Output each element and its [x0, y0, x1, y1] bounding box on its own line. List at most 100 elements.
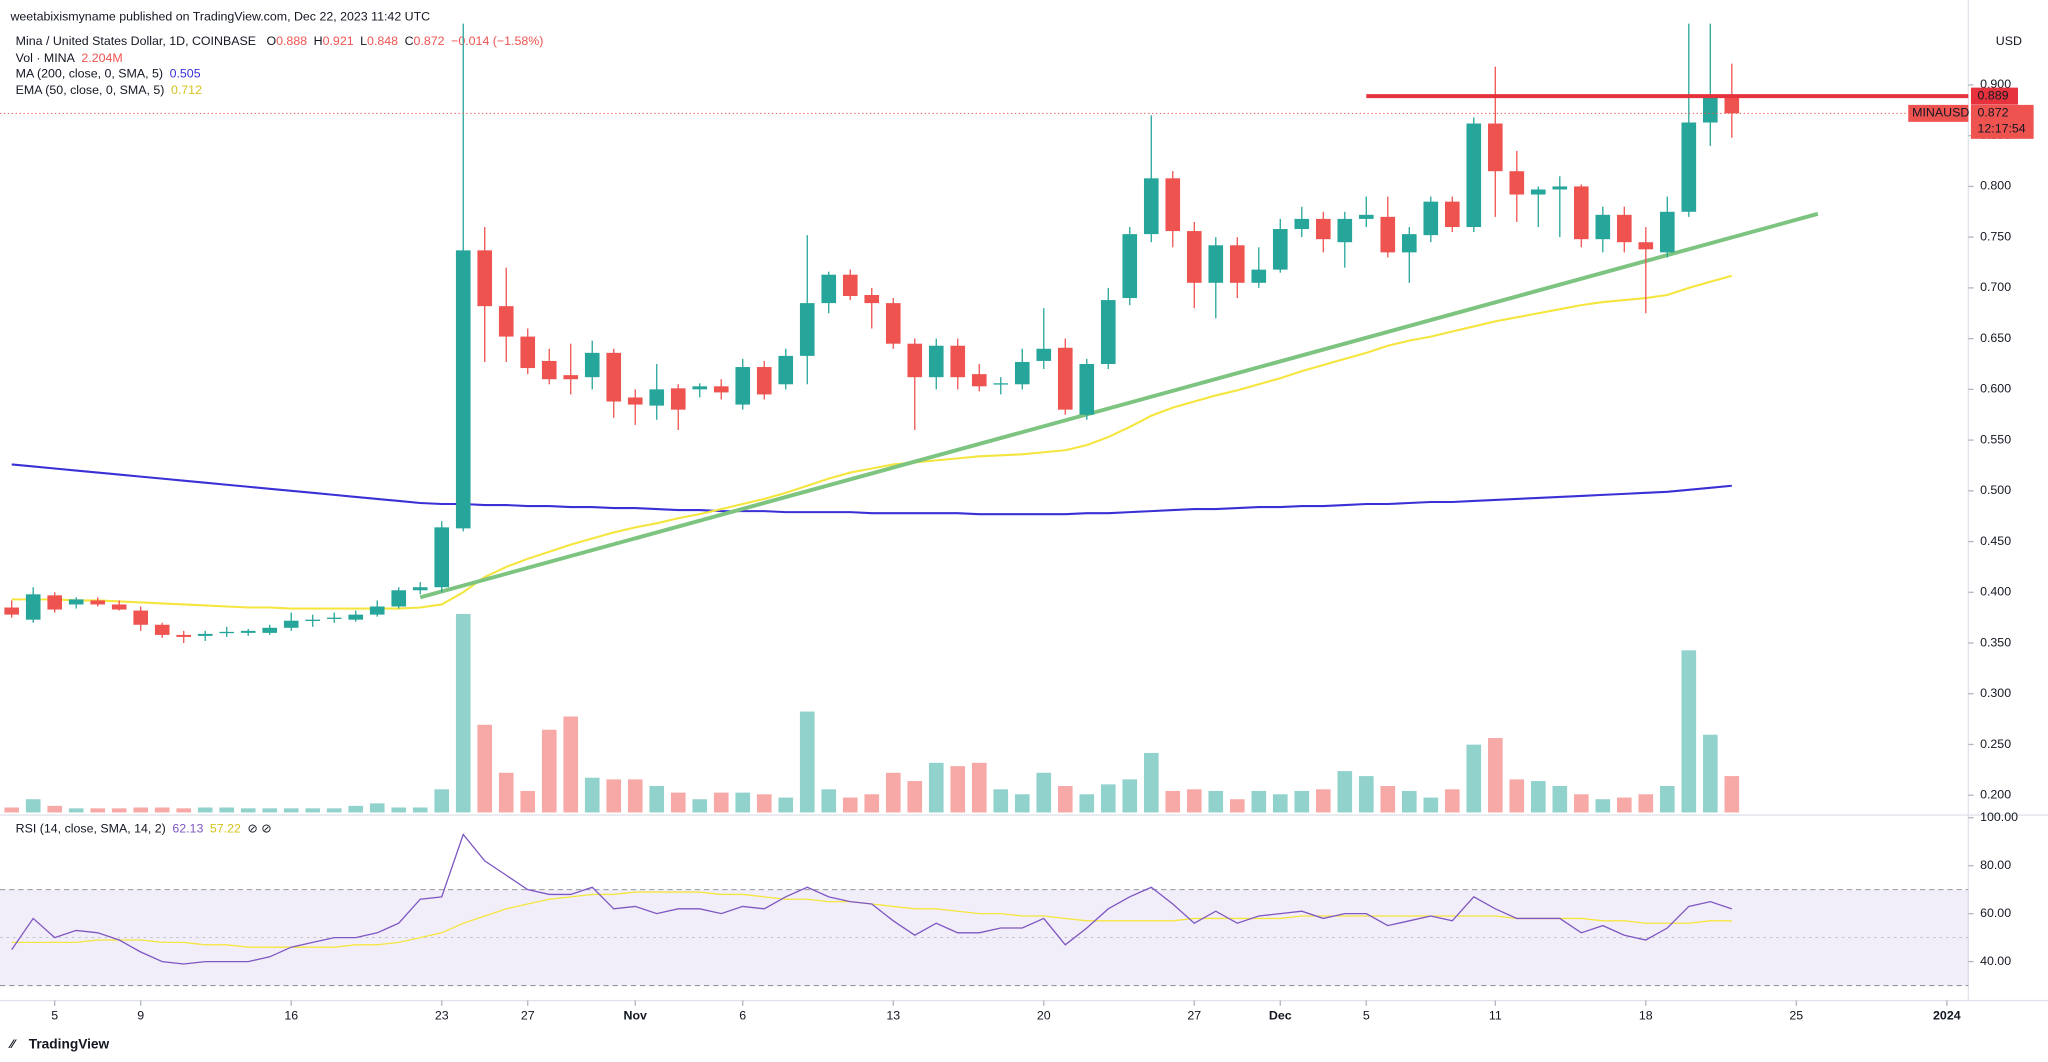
x-tick-label: Dec — [1269, 1009, 1292, 1023]
volume-bar — [25, 799, 41, 813]
volume-bar — [799, 711, 815, 813]
candle-body — [1358, 214, 1374, 219]
volume-bar — [369, 803, 385, 813]
volume-bar — [4, 807, 20, 813]
candle-body — [68, 599, 84, 605]
candle-body — [1444, 201, 1460, 228]
candle-body — [778, 355, 794, 385]
volume-bar — [391, 807, 407, 813]
volume-bar — [111, 808, 127, 813]
candle-body — [1573, 186, 1589, 240]
volume-bar — [821, 789, 837, 813]
candle-body — [369, 606, 385, 615]
candle-body — [1251, 269, 1267, 283]
candle-body — [348, 614, 364, 620]
candle-body — [842, 274, 858, 297]
candle-body — [928, 345, 944, 378]
candle-body — [47, 595, 63, 610]
candle-body — [907, 343, 923, 378]
candle-body — [1487, 123, 1503, 172]
y-tick-label: 0.200 — [1980, 788, 2011, 802]
candle-body — [4, 607, 20, 615]
volume-bar — [563, 716, 579, 813]
x-tick-label: 20 — [1037, 1009, 1051, 1023]
volume-bar — [1294, 790, 1310, 813]
x-tick-label: 11 — [1489, 1009, 1502, 1023]
x-tick-label: 27 — [521, 1009, 535, 1023]
volume-bar — [1315, 789, 1331, 813]
candle-body — [1380, 216, 1396, 253]
candle-body — [498, 306, 514, 337]
candle-body — [90, 600, 106, 605]
ohlc-value: 0.872 — [414, 34, 445, 48]
logo-mark: ⁄⁄ — [7, 1037, 17, 1051]
volume-bar — [1358, 776, 1374, 813]
volume-bar — [713, 792, 729, 813]
candle-body — [219, 631, 235, 634]
volume-bar — [1638, 794, 1654, 813]
candle-body — [1530, 189, 1546, 195]
volume-bar — [1681, 650, 1697, 813]
x-tick-label: 13 — [886, 1009, 900, 1023]
x-tick-label: 16 — [284, 1009, 298, 1023]
candle-body — [1401, 234, 1417, 253]
volume-bar — [68, 808, 84, 813]
indicator-value: 0.712 — [171, 83, 202, 97]
y-tick-label: 0.650 — [1980, 331, 2011, 345]
candle-body — [1423, 201, 1439, 236]
volume-bar — [1122, 779, 1138, 813]
price-label-box — [1970, 87, 2018, 105]
y-tick-label: 0.400 — [1980, 585, 2011, 599]
ohlc-label: O — [266, 34, 276, 48]
y-tick-label: 0.300 — [1980, 686, 2011, 700]
volume-bar — [305, 808, 321, 813]
volume-bar — [47, 805, 63, 813]
indicator-line — [11, 274, 1733, 610]
volume-bar — [455, 613, 471, 813]
volume-bar — [1165, 790, 1181, 813]
y-tick-label: 0.750 — [1980, 229, 2011, 243]
candle-body — [649, 389, 665, 406]
x-tick-label: 5 — [1363, 1009, 1370, 1023]
candle-body — [305, 619, 321, 621]
volume-bar — [283, 808, 299, 813]
candle-body — [520, 336, 536, 369]
volume-bar — [1703, 734, 1718, 813]
volume-bar — [692, 799, 708, 813]
volume-bar — [541, 729, 557, 813]
currency-label: USD — [1996, 34, 2022, 48]
rsi-y-tick-label: 80.00 — [1980, 858, 2011, 872]
volume-bar — [928, 762, 944, 813]
volume-bar — [885, 772, 901, 813]
candle-body — [25, 594, 41, 620]
volume-bar — [1100, 784, 1116, 813]
volume-bar — [1530, 781, 1546, 813]
volume-bar — [1229, 799, 1245, 813]
candle-body — [971, 374, 987, 387]
volume-bar — [90, 808, 106, 813]
ohlc-value: 0.848 — [367, 34, 398, 48]
symbol-box — [1908, 104, 1969, 122]
x-tick-label: 23 — [435, 1009, 449, 1023]
last-price: 0.872 — [1977, 106, 2008, 120]
candle-body — [670, 388, 686, 410]
volume-bar — [950, 766, 966, 813]
price-pane — [4, 23, 1819, 813]
rsi-line — [11, 833, 1733, 965]
rsi-y-tick-label: 100.00 — [1980, 810, 2018, 824]
candle-body — [563, 375, 579, 380]
ohlc-label: L — [360, 34, 367, 48]
candle-body — [1294, 218, 1310, 230]
candle-body — [412, 587, 428, 591]
ohlc-label: H — [314, 34, 323, 48]
rsi-y-tick-label: 40.00 — [1980, 954, 2011, 968]
volume-bar — [1466, 744, 1482, 813]
volume-bar — [219, 807, 235, 813]
volume-bar — [1186, 789, 1202, 813]
publisher: weetabixismyname published on TradingVie… — [9, 9, 430, 23]
volume-bar — [326, 808, 342, 813]
y-tick-label: 0.700 — [1980, 280, 2011, 294]
rsi-value: 57.22 — [210, 822, 241, 836]
candle-body — [262, 627, 278, 633]
y-tick-label: 0.800 — [1980, 179, 2011, 193]
